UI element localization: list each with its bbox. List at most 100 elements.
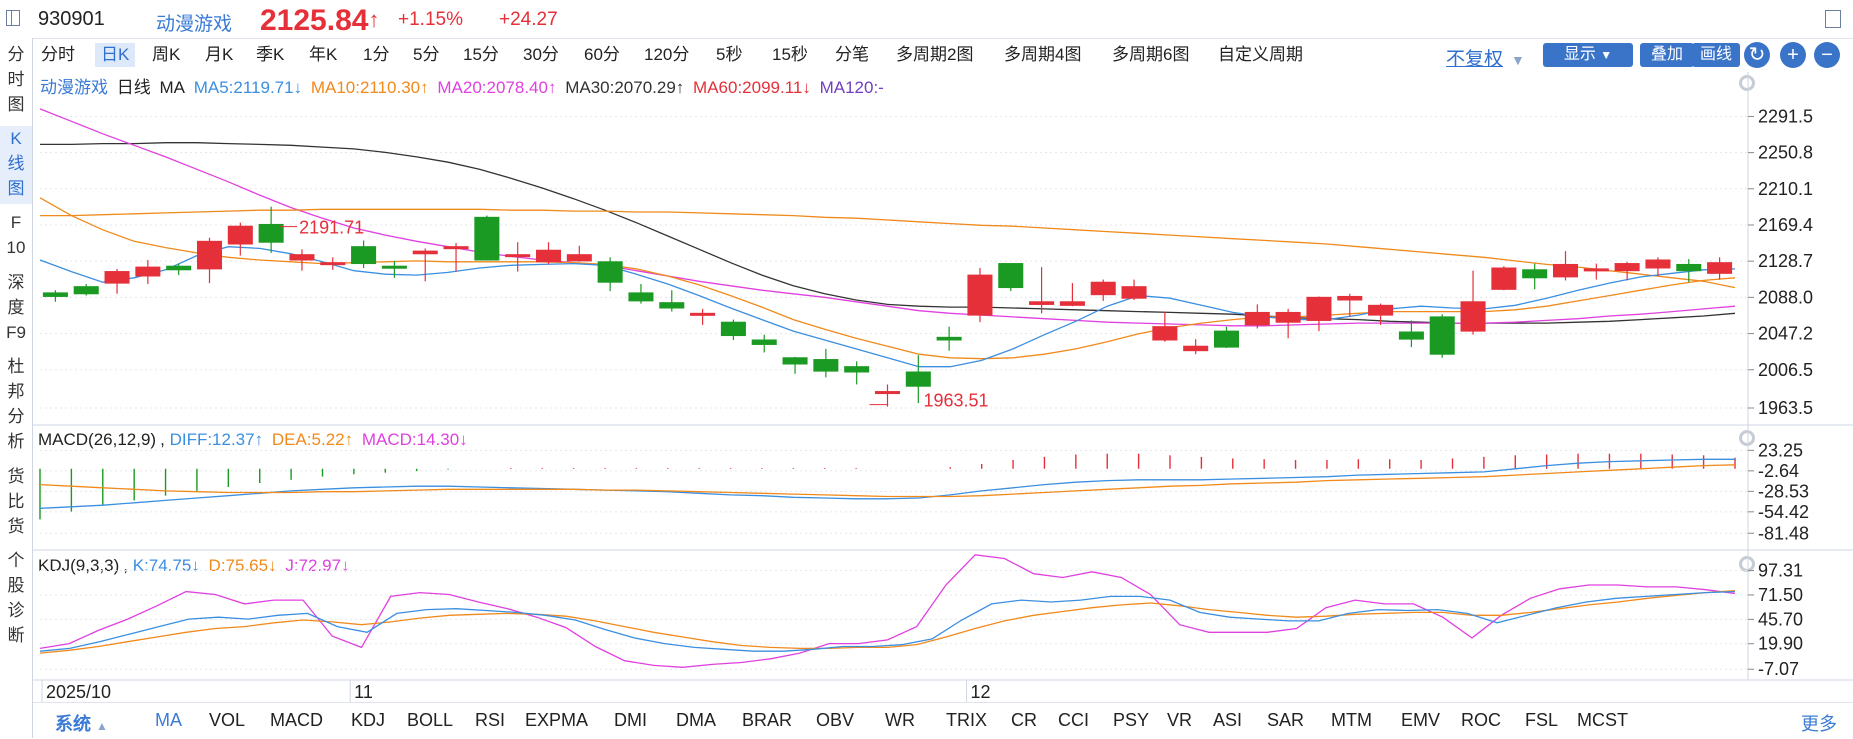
sidebar-item-dupont[interactable]: 杜 邦 分 析 [0, 354, 32, 458]
tab-yearly[interactable]: 年K [309, 45, 338, 64]
sidebar-item-compare[interactable]: 货 比 货 [0, 464, 32, 542]
candle-body [1645, 259, 1671, 269]
indicator-cr[interactable]: CR [1011, 710, 1037, 730]
high-price-label: 2191.71 [299, 218, 364, 238]
indicator-mcst[interactable]: MCST [1577, 710, 1628, 730]
candle-body [1244, 311, 1270, 326]
indicator-emv[interactable]: EMV [1401, 710, 1441, 730]
sidebar-item-kline[interactable]: K 线 图 [0, 126, 32, 204]
price-tick-label: 2128.7 [1758, 251, 1813, 271]
tab-custom-period[interactable]: 自定义周期 [1218, 45, 1303, 64]
candle-body [166, 265, 192, 271]
indicator-vr[interactable]: VR [1167, 710, 1193, 730]
display-button[interactable]: 显示 ▼ [1543, 43, 1633, 67]
fuquan-label: 不复权 [1446, 49, 1504, 70]
kdj-settings-icon[interactable] [1739, 556, 1755, 572]
refresh-icon[interactable]: ↻ [1744, 42, 1770, 68]
tab-daily[interactable]: 日K [95, 43, 136, 67]
kdj-j-line [39, 554, 1736, 668]
indicator-psy[interactable]: PSY [1113, 710, 1150, 730]
tab-5min[interactable]: 5分 [413, 45, 440, 64]
candle-body [1152, 326, 1178, 341]
sidebar-item-label: 深 度 F9 [6, 273, 26, 342]
candle-body [1090, 281, 1116, 296]
tab-multi4[interactable]: 多周期4图 [1004, 45, 1082, 64]
tab-monthly[interactable]: 月K [205, 45, 234, 64]
sidebar-item-depth[interactable]: 深 度 F9 [0, 270, 32, 348]
tab-1min[interactable]: 1分 [363, 45, 390, 64]
sidebar-item-timeline[interactable]: 分 时 图 [0, 42, 32, 120]
restore-window-icon[interactable] [1825, 10, 1841, 28]
main-chart-settings-icon[interactable] [1739, 75, 1755, 91]
legend-stock-name: 动漫游戏 [40, 78, 108, 97]
indicator-fsl[interactable]: FSL [1525, 710, 1559, 730]
indicator-roc[interactable]: ROC [1461, 710, 1501, 730]
candle-body [1522, 269, 1548, 279]
indicator-ma[interactable]: MA [155, 710, 182, 730]
x-tick-label: 12 [971, 682, 991, 702]
indicator-brar[interactable]: BRAR [742, 710, 793, 730]
indicator-mtm[interactable]: MTM [1331, 710, 1372, 730]
zoom-out-icon[interactable]: − [1814, 42, 1840, 68]
candle-body [1707, 262, 1733, 274]
fuquan-dropdown[interactable]: 不复权 ▼ [1446, 44, 1525, 71]
kdj-tick-label: 97.31 [1758, 561, 1803, 581]
candle-body [443, 246, 469, 250]
tab-multi2[interactable]: 多周期2图 [896, 45, 974, 64]
price-value: 2125.84 [260, 4, 369, 37]
tab-weekly[interactable]: 周K [152, 45, 181, 64]
indicator-dmi[interactable]: DMI [614, 710, 647, 730]
kdj-tick-label: 19.90 [1758, 634, 1803, 654]
price-tick-label: 2169.4 [1758, 215, 1813, 235]
sidebar-item-f10[interactable]: F 10 [0, 210, 32, 264]
candle-body [104, 271, 130, 284]
zoom-in-icon[interactable]: + [1780, 42, 1806, 68]
kdj-title: KDJ(9,3,3) [38, 556, 120, 575]
x-tick-label: 2025/10 [46, 682, 111, 702]
more-indicators-link[interactable]: 更多 [1801, 714, 1837, 734]
indicator-sar[interactable]: SAR [1267, 710, 1305, 730]
candle-body [1275, 311, 1301, 323]
change-percent: +1.15% [398, 9, 463, 30]
sidebar-item-label: 个 股 诊 断 [7, 551, 25, 645]
tab-quarterly[interactable]: 季K [256, 45, 285, 64]
indicator-expma[interactable]: EXPMA [525, 710, 589, 730]
ma20-line [39, 108, 1736, 327]
indicator-asi[interactable]: ASI [1213, 710, 1243, 730]
sidebar-item-diagnosis[interactable]: 个 股 诊 断 [0, 548, 32, 652]
dea-line [39, 464, 1736, 498]
candle-body [1583, 268, 1609, 272]
tab-tick[interactable]: 分笔 [835, 45, 869, 64]
system-menu[interactable]: 系统 ▲ [55, 710, 108, 736]
candle-body [628, 292, 654, 302]
tab-15sec[interactable]: 15秒 [772, 45, 808, 64]
indicator-cci[interactable]: CCI [1058, 710, 1089, 730]
indicator-wr[interactable]: WR [885, 710, 915, 730]
overlay-button[interactable]: 叠加 [1640, 43, 1694, 67]
indicator-rsi[interactable]: RSI [475, 710, 506, 730]
indicator-trix[interactable]: TRIX [946, 710, 988, 730]
window-icon[interactable] [6, 10, 20, 26]
kdj-panel: 97.31 71.50 45.70 19.90 -7.07 [39, 554, 1803, 679]
tab-timeline[interactable]: 分时 [41, 45, 75, 64]
stock-name[interactable]: 动漫游戏 [156, 14, 233, 35]
indicator-macd[interactable]: MACD [270, 710, 323, 730]
tab-15min[interactable]: 15分 [463, 45, 499, 64]
indicator-vol[interactable]: VOL [209, 710, 246, 730]
indicator-kdj[interactable]: KDJ [351, 710, 386, 730]
indicator-obv[interactable]: OBV [816, 710, 855, 730]
candle-body [351, 246, 377, 265]
tab-5sec[interactable]: 5秒 [716, 45, 743, 64]
indicator-boll[interactable]: BOLL [407, 710, 454, 730]
tab-60min[interactable]: 60分 [584, 45, 620, 64]
sidebar-item-label: 货 比 货 [7, 467, 25, 536]
tab-30min[interactable]: 30分 [523, 45, 559, 64]
draw-line-button[interactable]: 画线 [1692, 43, 1740, 67]
tab-120min[interactable]: 120分 [644, 45, 690, 64]
tab-multi6[interactable]: 多周期6图 [1112, 45, 1190, 64]
macd-settings-icon[interactable] [1739, 430, 1755, 446]
indicator-dma[interactable]: DMA [676, 710, 716, 730]
candle-body [690, 312, 716, 316]
price-tick-label: 2088.0 [1758, 287, 1813, 307]
